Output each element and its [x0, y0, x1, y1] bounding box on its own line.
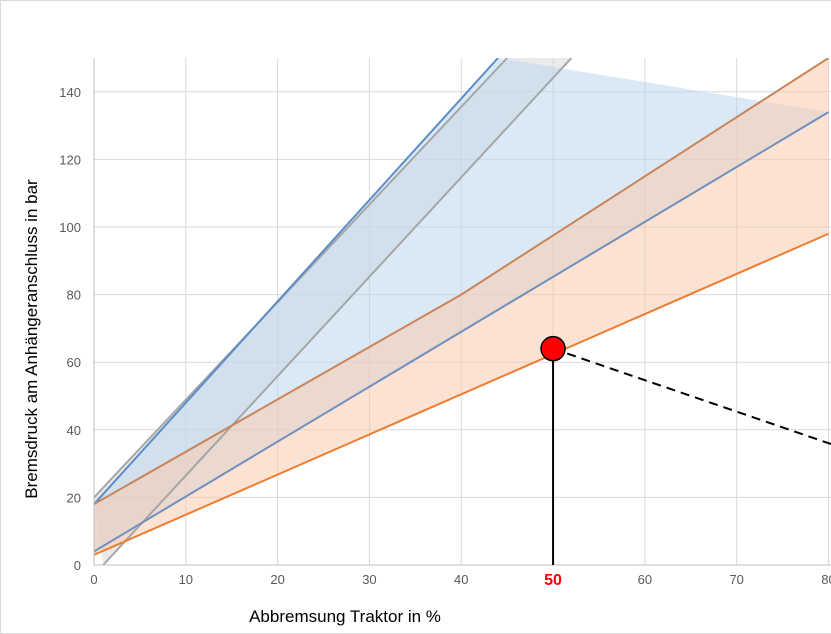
x-tick-label: 60: [638, 572, 652, 587]
y-tick-label: 60: [67, 355, 81, 370]
series-line: [94, 58, 508, 499]
x-axis-title: Abbremsung Traktor in %: [249, 607, 441, 626]
x-tick-label: 30: [362, 572, 376, 587]
y-tick-label: 0: [74, 558, 81, 573]
series-line: [94, 111, 830, 553]
y-tick-label: 120: [59, 152, 81, 167]
marker-dashed-line: [552, 347, 831, 445]
x-tick-label: 0: [90, 572, 97, 587]
y-tick-label: 80: [67, 288, 81, 303]
data-lines: [94, 58, 830, 565]
data-bands: [94, 58, 829, 565]
x-tick-label: 80: [821, 572, 831, 587]
y-tick-label: 100: [59, 220, 81, 235]
x-tick-label: 40: [454, 572, 468, 587]
band-area: [94, 58, 829, 555]
series-line: [94, 58, 830, 506]
y-axis-title: Bremsdruck am Anhängeranschluss in bar: [22, 179, 41, 499]
series-line: [102, 58, 573, 565]
tick-labels: 0 10 20 30 40 60 70 80 0 20 40 60 80 100 120 140: [59, 85, 831, 587]
x-tick-label: 10: [179, 572, 193, 587]
axes: [93, 58, 831, 566]
highlight-group: 50: [540, 335, 831, 589]
x-tick-label: 70: [729, 572, 743, 587]
highlight-x-label: 50: [544, 572, 562, 589]
y-tick-label: 40: [67, 423, 81, 438]
y-tick-label: 140: [59, 85, 81, 100]
highlight-point: [540, 335, 566, 362]
series-line: [94, 232, 829, 556]
series-line: [94, 58, 499, 505]
y-tick-label: 20: [67, 490, 81, 505]
x-tick-label: 20: [270, 572, 284, 587]
